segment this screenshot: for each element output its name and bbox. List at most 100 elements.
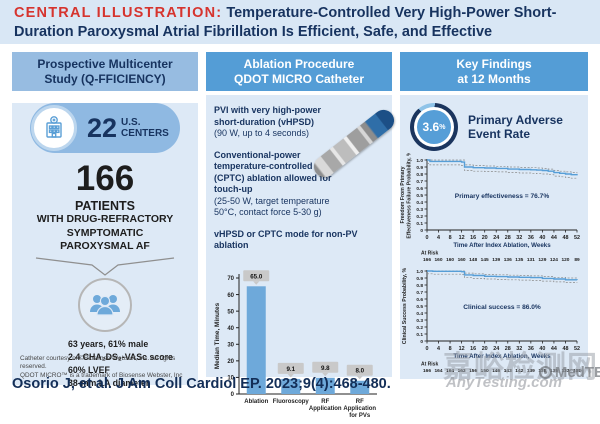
svg-text:Time After Index Ablation, Wee: Time After Index Ablation, Weeks xyxy=(453,353,551,360)
svg-text:20: 20 xyxy=(482,235,488,241)
svg-text:0.9: 0.9 xyxy=(416,165,423,171)
svg-text:20: 20 xyxy=(482,346,488,352)
bracket-connector xyxy=(35,256,175,276)
svg-text:24: 24 xyxy=(493,235,499,241)
svg-text:0.2: 0.2 xyxy=(416,325,423,331)
svg-text:0.4: 0.4 xyxy=(416,311,423,317)
svg-text:32: 32 xyxy=(516,346,522,352)
at-risk-count: 160 xyxy=(435,257,443,263)
svg-text:0: 0 xyxy=(420,339,423,345)
pvi-text-bold: PVI with very high-power short-duration … xyxy=(214,105,322,127)
ci-lower xyxy=(427,163,578,179)
svg-text:12: 12 xyxy=(459,235,465,241)
svg-text:At Risk: At Risk xyxy=(421,251,438,257)
svg-text:60: 60 xyxy=(227,292,234,298)
centers-unit-label: U.S. CENTERS xyxy=(121,117,169,139)
bar xyxy=(350,380,370,394)
bar xyxy=(281,378,301,394)
study-panel: Prospective Multicenter Study (Q-FFICIEN… xyxy=(12,52,198,388)
effectiveness-km-chart: 00.10.20.30.40.50.60.70.80.91.00 4 8 12 16 20… xyxy=(400,153,580,263)
svg-text:48: 48 xyxy=(562,346,568,352)
svg-text:Median Time, Minutes: Median Time, Minutes xyxy=(214,302,221,369)
citation: Osorio J, et al. J Am Coll Cardiol EP. 2… xyxy=(12,376,391,392)
findings-panel-body: 3.6% Primary Adverse Event Rate 0 0.1 0.2 0… xyxy=(400,95,588,379)
svg-text:Clinical Success Probability,: Clinical Success Probability, % xyxy=(402,267,408,344)
svg-text:0.1: 0.1 xyxy=(416,332,423,338)
pvi-text-detail: (90 W, up to 4 seconds) xyxy=(214,128,310,138)
cptc-text-detail: (25-50 W, target temperature 50°C, conta… xyxy=(214,195,330,218)
km-estimate-line xyxy=(427,159,578,176)
adverse-rate-value: 3.6% xyxy=(417,110,451,144)
findings-header-line2: at 12 Months xyxy=(457,71,531,86)
svg-text:44: 44 xyxy=(551,235,557,241)
procedure-text: PVI with very high-power short-duration … xyxy=(206,95,392,252)
at-risk-count: 148 xyxy=(469,257,477,263)
at-risk-count: 101 xyxy=(573,368,581,374)
at-risk-count: 133 xyxy=(561,368,569,374)
svg-text:1.0: 1.0 xyxy=(416,158,423,164)
svg-text:Application: Application xyxy=(309,406,342,412)
at-risk-count: 160 xyxy=(458,257,466,263)
study-panel-header: Prospective Multicenter Study (Q-FFICIEN… xyxy=(12,52,198,91)
at-risk-count: 160 xyxy=(446,257,454,263)
svg-text:0.4: 0.4 xyxy=(416,200,423,206)
svg-text:16: 16 xyxy=(470,235,476,241)
svg-text:0: 0 xyxy=(426,346,429,352)
km-annotation: Primary effectiveness = 76.7% xyxy=(455,193,550,200)
svg-text:36: 36 xyxy=(528,346,534,352)
at-risk-count: 131 xyxy=(527,257,535,263)
at-risk-count: 136 xyxy=(504,257,512,263)
at-risk-count: 146 xyxy=(492,368,500,374)
hospital-icon xyxy=(31,105,77,151)
svg-text:0.2: 0.2 xyxy=(416,214,423,220)
svg-text:65.0: 65.0 xyxy=(250,273,263,280)
at-risk-count: 156 xyxy=(469,368,477,374)
at-risk-count: 166 xyxy=(423,368,431,374)
at-risk-count: 139 xyxy=(492,257,500,263)
at-risk-count: 163 xyxy=(458,368,466,374)
demographics: 63 years, 61% male 2.4 CHA₂DS₂-VASc scor… xyxy=(68,338,198,390)
at-risk-count: 129 xyxy=(538,257,546,263)
at-risk-count: 135 xyxy=(515,257,523,263)
svg-text:32: 32 xyxy=(516,235,522,241)
svg-text:0.7: 0.7 xyxy=(416,179,423,185)
demographic-line: 63 years, 61% male xyxy=(68,338,149,349)
figure-title-prefix: CENTRAL ILLUSTRATION: xyxy=(14,5,223,21)
adverse-rate-donut: 3.6% xyxy=(410,103,458,151)
svg-text:12: 12 xyxy=(459,346,465,352)
bar xyxy=(315,377,335,394)
at-risk-count: 124 xyxy=(550,257,558,263)
svg-text:9.1: 9.1 xyxy=(286,365,295,372)
km-annotation: Clinical success = 86.0% xyxy=(463,304,541,311)
study-header-line1: Prospective Multicenter xyxy=(37,57,173,71)
centers-pill: 22 U.S. CENTERS xyxy=(30,103,180,153)
svg-text:0.9: 0.9 xyxy=(416,276,423,282)
svg-text:40: 40 xyxy=(539,346,545,352)
svg-text:44: 44 xyxy=(551,346,557,352)
svg-text:0: 0 xyxy=(426,235,429,241)
procedure-panel: Ablation Procedure QDOT MICRO Catheter P… xyxy=(206,52,399,419)
svg-text:52: 52 xyxy=(574,346,580,352)
svg-text:At Risk: At Risk xyxy=(421,362,438,368)
at-risk-count: 120 xyxy=(561,257,569,263)
at-risk-count: 150 xyxy=(481,368,489,374)
at-risk-count: 145 xyxy=(481,257,489,263)
clinical-success-km-chart: 00.10.20.30.40.50.60.70.80.91.00 4 8 12 16 20… xyxy=(402,267,581,374)
svg-text:Freedom From Primary: Freedom From Primary xyxy=(400,166,406,223)
svg-text:36: 36 xyxy=(528,235,534,241)
at-risk-count: 142 xyxy=(515,368,523,374)
svg-text:70: 70 xyxy=(227,276,234,282)
figure-title-text: Temperature-Controlled Very High-Power S… xyxy=(14,5,557,40)
cptc-text-bold: Conventional-power temperature-controlle… xyxy=(214,149,332,195)
svg-text:0: 0 xyxy=(231,392,235,398)
patients-description: WITH DRUG-REFRACTORY SYMPTOMATIC PAROXYS… xyxy=(36,213,174,252)
svg-text:0.3: 0.3 xyxy=(416,318,423,324)
svg-text:8.0: 8.0 xyxy=(355,367,364,374)
findings-panel: Key Findings at 12 Months 3.6% Primary A… xyxy=(400,52,588,379)
procedure-panel-body: PVI with very high-power short-duration … xyxy=(206,95,399,419)
at-risk-count: 89 xyxy=(574,257,580,263)
svg-text:0.6: 0.6 xyxy=(416,186,423,192)
demographic-line: 2.4 CHA₂DS₂-VASc score xyxy=(68,351,173,362)
findings-header-line1: Key Findings xyxy=(456,57,532,71)
svg-text:0.8: 0.8 xyxy=(416,172,423,178)
